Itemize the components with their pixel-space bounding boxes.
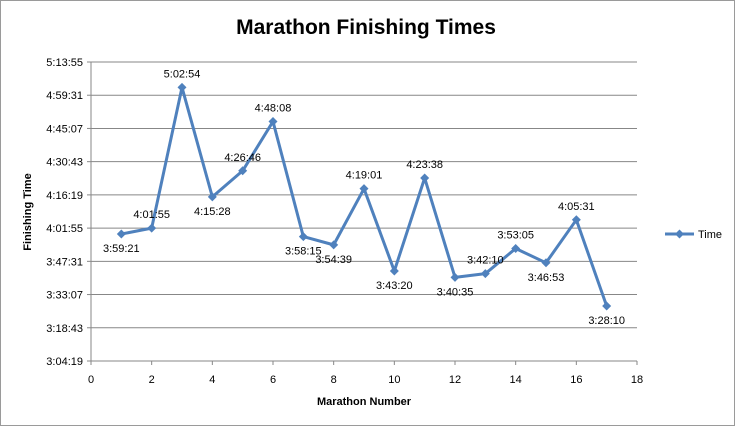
y-tick-label: 3:33:07 (46, 290, 83, 302)
y-axis-ticks: 3:04:19 3:18:43 3:33:07 3:47:31 4:01:55 4:16:… (46, 57, 91, 368)
data-label: 3:42:10 (467, 255, 504, 267)
y-tick-label: 4:30:43 (46, 157, 83, 169)
data-label: 5:02:54 (164, 68, 201, 80)
data-label: 3:28:10 (588, 315, 625, 327)
data-point (450, 272, 460, 282)
data-point (238, 166, 248, 176)
data-label: 3:40:35 (437, 286, 474, 298)
data-label: 4:48:08 (255, 102, 292, 114)
chart-title: Marathon Finishing Times (236, 16, 496, 39)
x-tick-label: 8 (331, 374, 337, 386)
y-tick-label: 3:47:31 (46, 256, 83, 268)
y-tick-label: 5:13:55 (46, 57, 83, 69)
y-tick-label: 3:04:19 (46, 356, 83, 368)
data-label: 4:19:01 (346, 170, 383, 182)
axes (90, 62, 637, 362)
data-point (298, 232, 308, 242)
data-point (177, 82, 187, 92)
data-point (268, 116, 278, 126)
x-tick-label: 16 (570, 374, 582, 386)
series-time (116, 82, 612, 311)
x-tick-label: 2 (149, 374, 155, 386)
x-tick-label: 10 (388, 374, 400, 386)
y-tick-label: 3:18:43 (46, 323, 83, 335)
data-point (207, 192, 217, 202)
data-point (511, 243, 521, 253)
data-point (602, 301, 612, 311)
data-label: 3:53:05 (497, 229, 534, 241)
legend-label: Time (698, 229, 722, 241)
data-label: 4:05:31 (558, 201, 595, 213)
legend: Time (665, 229, 722, 241)
y-tick-label: 4:59:31 (46, 90, 83, 102)
data-labels: 3:59:21 4:01:55 5:02:54 4:15:28 4:26:46 4:48:… (103, 68, 625, 327)
data-label: 4:26:46 (224, 152, 261, 164)
data-point (420, 173, 430, 183)
data-point (329, 240, 339, 250)
x-tick-label: 6 (270, 374, 276, 386)
data-label: 3:46:53 (528, 272, 565, 284)
x-tick-label: 0 (88, 374, 94, 386)
data-point (147, 223, 157, 233)
data-point (389, 266, 399, 276)
data-label: 3:43:20 (376, 280, 413, 292)
data-point (541, 258, 551, 268)
data-point (480, 269, 490, 279)
data-label: 3:54:39 (315, 254, 352, 266)
data-point (359, 184, 369, 194)
data-label: 4:15:28 (194, 206, 231, 218)
x-tick-label: 12 (449, 374, 461, 386)
x-tick-label: 18 (631, 374, 643, 386)
legend-marker (675, 229, 684, 239)
x-tick-label: 14 (510, 374, 522, 386)
data-label: 4:23:38 (406, 159, 443, 171)
y-axis-title: Finishing Time (22, 173, 34, 250)
data-label: 4:01:55 (133, 209, 170, 221)
data-point (571, 215, 581, 225)
data-point (116, 229, 126, 239)
gridlines (91, 61, 637, 329)
y-tick-label: 4:45:07 (46, 123, 83, 135)
x-axis-title: Marathon Number (317, 396, 412, 408)
y-tick-label: 4:16:19 (46, 190, 83, 202)
x-axis-ticks: 0 2 4 6 8 10 12 14 16 18 (88, 361, 643, 386)
y-tick-label: 4:01:55 (46, 223, 83, 235)
data-label: 3:59:21 (103, 243, 140, 255)
data-label: 3:58:15 (285, 246, 322, 258)
x-tick-label: 4 (209, 374, 215, 386)
